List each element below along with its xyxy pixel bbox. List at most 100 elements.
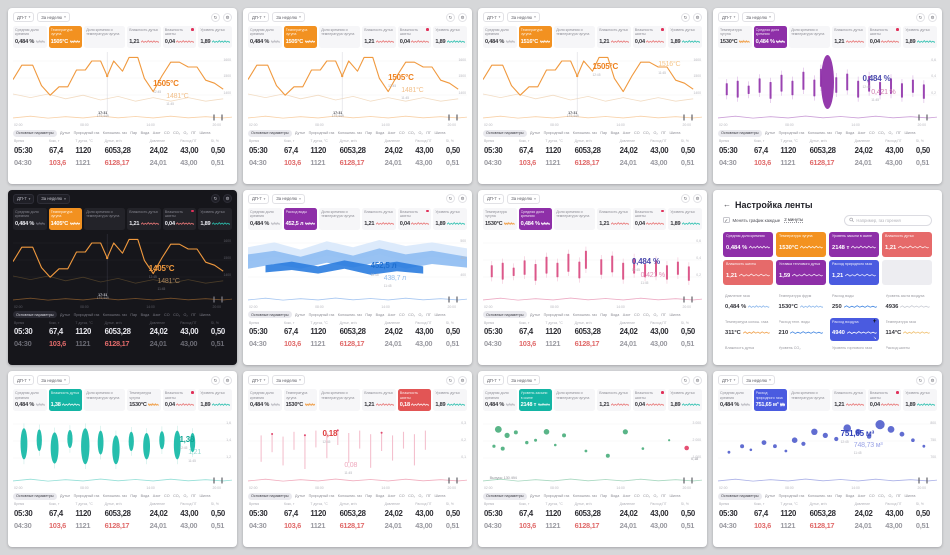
tab-10[interactable]: ПГ [191, 312, 196, 317]
furnace-select[interactable]: ДП-7 ▾ [13, 375, 35, 386]
kpi-card[interactable]: Температура чугуна 1405°C [48, 207, 83, 230]
kpi-card[interactable]: Влажность дутья 1,21 [362, 26, 396, 48]
tab-7[interactable]: CO [164, 131, 170, 135]
kpi-card[interactable]: Доля кремния и температура чугуна [319, 207, 361, 230]
tab-6[interactable]: Азот [857, 131, 866, 135]
refresh-icon[interactable]: ↻ [681, 194, 690, 204]
kpi-card[interactable]: Уровень дутья 1,89 [668, 207, 702, 230]
available-metric-card[interactable]: Давление газа 0,484 % [723, 292, 772, 315]
kpi-card[interactable]: Температура чугуна 1530°C [127, 389, 161, 412]
main-chart[interactable]: 500 450 400 452,5 л 12:45 438,7 л 11:45 [248, 234, 467, 294]
tab-10[interactable]: ПГ [661, 131, 666, 135]
tab-11[interactable]: Шихта [904, 494, 916, 499]
available-metric-card[interactable]: Расход воды 250 [830, 292, 879, 315]
kpi-card[interactable]: Уровень дутья 1,89 [903, 26, 937, 48]
tab-6[interactable]: Азот [387, 494, 396, 499]
refresh-icon[interactable]: ↻ [681, 12, 690, 22]
kpi-card[interactable]: Средняя доля кремния 0,484 % [248, 207, 282, 230]
tab-10[interactable]: ПГ [661, 494, 666, 499]
tab-1[interactable]: Дутье [60, 312, 71, 317]
refresh-icon[interactable]: ↻ [446, 375, 455, 385]
tab-3[interactable]: Колошник. газ [572, 312, 597, 317]
available-metric-card[interactable]: Температура колош. газа 311°C [723, 318, 772, 341]
range-selector[interactable] [483, 295, 702, 304]
kpi-card[interactable]: Влажность дутья 1,21 [362, 389, 396, 412]
tab-selected[interactable]: Основные параметры [13, 311, 57, 319]
tab-10[interactable]: ПГ [426, 494, 431, 499]
tab-9[interactable]: O₂ [888, 131, 893, 135]
tab-3[interactable]: Колошник. газ [572, 131, 597, 135]
tab-2[interactable]: Природный газ [308, 131, 335, 135]
tab-9[interactable]: O₂ [183, 131, 188, 135]
kpi-card[interactable]: Расход воды 452,5 л [283, 207, 318, 230]
tab-7[interactable]: CO [634, 131, 640, 135]
tab-8[interactable]: CO₂ [408, 131, 416, 135]
tab-7[interactable]: CO [869, 131, 875, 135]
tab-3[interactable]: Колошник. газ [102, 494, 127, 499]
settings-icon[interactable]: ⚙ [693, 375, 702, 385]
kpi-card[interactable]: Доля кремния и температура чугуна [554, 207, 596, 230]
tab-9[interactable]: O₂ [888, 494, 893, 499]
tab-8[interactable]: CO₂ [408, 494, 416, 499]
settings-icon[interactable]: ⚙ [458, 375, 467, 385]
tab-2[interactable]: Природный газ [543, 494, 570, 499]
period-select[interactable]: За неделю ▾ [742, 375, 775, 386]
available-metric-card[interactable]: Температура газа 114°C [884, 318, 933, 341]
available-metric-card[interactable]: Расход шихты [884, 344, 933, 366]
kpi-card[interactable]: Средняя доля кремния 0,484 % [718, 389, 752, 412]
tab-selected[interactable]: Основные параметры [248, 129, 292, 137]
kpi-card[interactable]: Уровень засыпи в скипе 2148 т [518, 389, 553, 412]
tab-4[interactable]: Пар [365, 494, 373, 499]
kpi-card[interactable]: Влажность шихты 0,18 [397, 389, 432, 412]
kpi-card[interactable]: Средняя доля кремния 0,484 % [483, 389, 517, 412]
available-metric-card[interactable]: Уровень азота воздуха 4936 [884, 292, 933, 315]
tab-selected[interactable]: Основные параметры [248, 492, 292, 500]
range-selector[interactable] [718, 476, 937, 485]
kpi-card[interactable]: Средняя доля кремния 0,484 % [248, 389, 282, 412]
kpi-card[interactable]: Средняя доля кремния 0,484 % [13, 207, 47, 230]
kpi-card[interactable]: Влажность дутья 1,21 [597, 26, 631, 48]
settings-icon[interactable]: ⚙ [223, 375, 232, 385]
kpi-card[interactable]: Влажность дутья 1,21 [597, 389, 631, 412]
kpi-card[interactable]: Влажность дутья 1,21 [597, 207, 631, 230]
tab-2[interactable]: Природный газ [308, 494, 335, 499]
selected-metric-card[interactable]: Температура чугуна 1530°C [776, 231, 826, 257]
settings-icon[interactable]: ⚙ [693, 12, 702, 22]
tab-1[interactable]: Дутье [60, 131, 71, 135]
kpi-card[interactable]: Влажность шихты 0,04 [867, 26, 902, 48]
tab-2[interactable]: Природный газ [73, 312, 100, 317]
tab-6[interactable]: Азот [387, 312, 396, 317]
tab-5[interactable]: Вода [375, 312, 385, 317]
tab-4[interactable]: Пар [365, 312, 373, 317]
tab-selected[interactable]: Основные параметры [13, 492, 57, 500]
kpi-card[interactable]: Доля кремния и температура чугуна [554, 26, 596, 48]
tab-2[interactable]: Природный газ [778, 131, 805, 135]
tab-8[interactable]: CO₂ [408, 312, 416, 317]
tab-1[interactable]: Дутье [60, 494, 71, 499]
search-input[interactable] [856, 217, 927, 223]
tab-11[interactable]: Шихта [669, 494, 681, 499]
tab-10[interactable]: ПГ [661, 312, 666, 317]
kpi-card[interactable]: Доля кремния и температура чугуна [319, 26, 361, 48]
tab-3[interactable]: Колошник. газ [337, 494, 362, 499]
tab-7[interactable]: CO [164, 312, 170, 317]
tab-5[interactable]: Вода [140, 494, 150, 499]
tab-1[interactable]: Дутье [295, 312, 306, 317]
tab-selected[interactable]: Основные параметры [483, 311, 527, 319]
settings-icon[interactable]: ⚙ [928, 375, 937, 385]
tab-2[interactable]: Природный газ [308, 312, 335, 317]
kpi-card[interactable]: Уровень дутья 1,89 [198, 207, 232, 230]
tab-7[interactable]: CO [399, 312, 405, 317]
tab-10[interactable]: ПГ [426, 312, 431, 317]
main-chart[interactable]: 3 000 2 000 1 000 Выпуск: 130 494 0,18 [483, 415, 702, 480]
main-chart[interactable]: 1600 1500 1400 1505°C 12:45 1481°C 11:45 [248, 52, 467, 112]
kpi-card[interactable]: Влажность дутья 1,21 [832, 26, 866, 48]
tab-5[interactable]: Вода [610, 494, 620, 499]
kpi-card[interactable]: Влажность шихты 0,04 [162, 207, 197, 230]
tab-6[interactable]: Азот [152, 131, 161, 135]
tab-4[interactable]: Пар [130, 494, 138, 499]
tab-4[interactable]: Пар [130, 131, 138, 135]
kpi-card[interactable]: Влажность шихты 0,04 [632, 207, 667, 230]
period-select[interactable]: За неделю ▾ [272, 193, 305, 204]
settings-icon[interactable]: ⚙ [693, 194, 702, 204]
